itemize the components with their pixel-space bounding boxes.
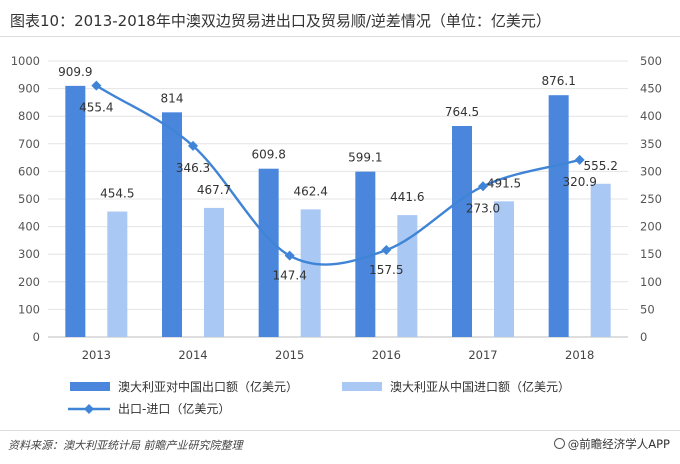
x-tick-label: 2017	[468, 348, 497, 362]
bar-export	[65, 85, 86, 337]
export-data-label: 909.9	[58, 65, 92, 79]
balance-point	[91, 80, 102, 91]
x-tick-label: 2016	[372, 348, 401, 362]
chart-title: 图表10：2013-2018年中澳双边贸易进出口及贸易顺/逆差情况（单位：亿美元…	[10, 12, 551, 30]
brand-logo-icon	[553, 438, 565, 449]
legend-label-balance: 出口-进口（亿美元）	[118, 401, 230, 416]
y-right-tick-label: 300	[640, 164, 662, 178]
export-data-label: 876.1	[541, 74, 575, 88]
import-data-label: 441.6	[390, 190, 424, 204]
bar-export	[258, 168, 279, 337]
y-left-tick-label: 700	[18, 137, 40, 151]
bar-import	[590, 183, 611, 337]
y-right-tick-label: 250	[640, 192, 662, 206]
source-note: 资料来源：澳大利亚统计局 前瞻产业研究院整理	[8, 439, 243, 452]
bar-export	[548, 95, 569, 337]
balance-point	[284, 250, 295, 261]
x-tick-label: 2018	[565, 348, 594, 362]
brand-mark: @前瞻经济学人APP	[553, 436, 670, 452]
balance-point	[381, 245, 392, 256]
y-right-tick-label: 150	[640, 247, 662, 261]
y-left-tick-label: 1000	[11, 54, 40, 68]
y-right-tick-label: 400	[640, 109, 662, 123]
balance-data-label: 147.4	[272, 269, 306, 283]
y-left-tick-label: 600	[18, 164, 40, 178]
balance-data-label: 346.3	[176, 161, 210, 175]
brand-text: @前瞻经济学人APP	[567, 437, 670, 451]
y-right-tick-label: 500	[640, 54, 662, 68]
y-left-tick-label: 400	[18, 220, 40, 234]
import-data-label: 555.2	[583, 159, 617, 173]
y-left-tick-label: 100	[18, 302, 40, 316]
legend-swatch-export	[70, 382, 110, 391]
x-tick-label: 2013	[82, 348, 111, 362]
balance-point	[478, 181, 488, 192]
y-left-tick-label: 200	[18, 275, 40, 289]
balance-line	[95, 84, 580, 266]
y-left-tick-label: 0	[33, 330, 40, 344]
title-divider	[0, 36, 680, 37]
y-right-tick-label: 100	[640, 275, 662, 289]
balance-point	[574, 154, 585, 165]
y-left-tick-label: 800	[18, 109, 40, 123]
bar-export	[355, 171, 376, 337]
y-right-tick-label: 450	[640, 82, 662, 96]
balance-point	[188, 140, 198, 151]
bar-import	[107, 211, 128, 337]
legend-marker-balance	[84, 404, 94, 414]
y-left-tick-label: 500	[18, 192, 40, 206]
bar-export	[452, 125, 472, 337]
import-data-label: 462.4	[293, 184, 327, 198]
footer-divider	[0, 430, 680, 431]
y-right-tick-label: 350	[640, 137, 662, 151]
legend-swatch-import	[342, 382, 382, 391]
legend-label-export: 澳大利亚对中国出口额（亿美元）	[118, 379, 298, 394]
bar-import	[204, 207, 224, 337]
export-data-label: 609.8	[251, 148, 285, 162]
balance-data-label: 455.4	[79, 101, 113, 115]
legend-label-import: 澳大利亚从中国进口额（亿美元）	[390, 379, 570, 394]
import-data-label: 491.5	[487, 176, 521, 190]
bar-import	[300, 209, 321, 337]
export-data-label: 599.1	[348, 151, 382, 165]
balance-data-label: 320.9	[562, 175, 596, 189]
y-left-tick-label: 900	[18, 82, 40, 96]
y-right-tick-label: 200	[640, 220, 662, 234]
import-data-label: 454.5	[100, 187, 134, 201]
y-left-tick-label: 300	[18, 247, 40, 261]
export-data-label: 814	[161, 91, 184, 105]
bar-export	[162, 112, 182, 337]
x-tick-label: 2014	[178, 348, 207, 362]
import-data-label: 467.7	[197, 183, 231, 197]
y-right-tick-label: 50	[640, 302, 655, 316]
export-data-label: 764.5	[445, 105, 479, 119]
bar-import	[397, 215, 418, 337]
bar-import	[494, 201, 514, 337]
x-tick-label: 2015	[275, 348, 304, 362]
balance-data-label: 157.5	[369, 263, 403, 277]
balance-data-label: 273.0	[466, 201, 500, 215]
y-right-tick-label: 0	[640, 330, 647, 344]
chart: 0 100 200 300 400 500 600 700 800 900 1000 0 50 100 15…	[11, 54, 662, 416]
